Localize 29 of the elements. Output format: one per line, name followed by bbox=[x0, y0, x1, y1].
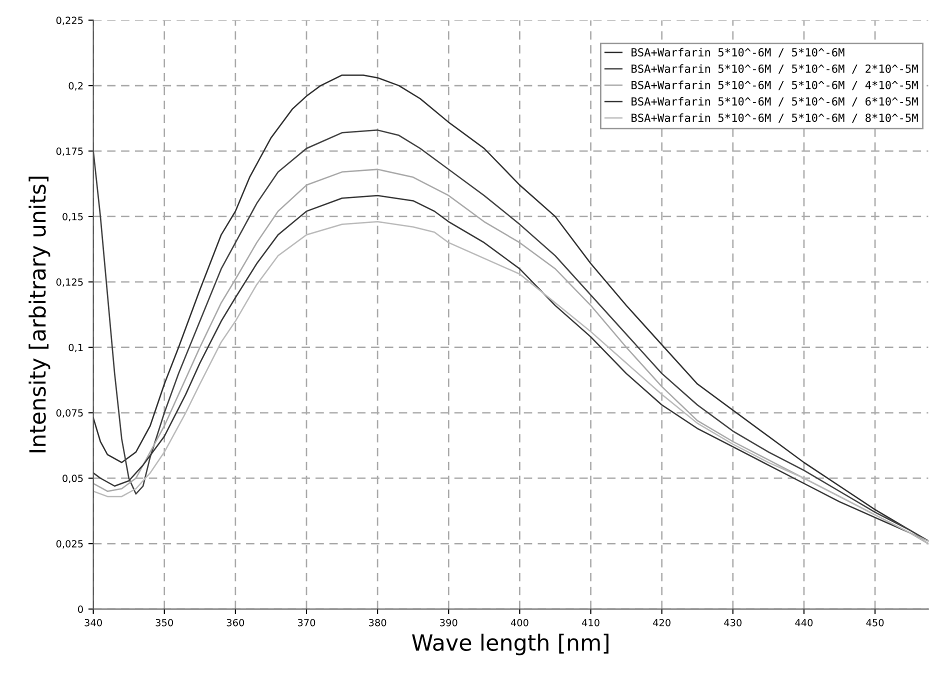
x-tick-label: 390 bbox=[440, 618, 458, 626]
y-tick-label: 0,225 bbox=[56, 16, 83, 26]
y-tick-label: 0,2 bbox=[68, 82, 83, 90]
x-tick-label: 420 bbox=[653, 618, 670, 626]
x-tick-label: 370 bbox=[298, 618, 316, 626]
legend-label: BSA+Warfarin 5*10^-6M / 5*10^-6M / 4*10^-5M bbox=[632, 80, 918, 90]
x-tick-label: 430 bbox=[724, 618, 742, 626]
legend-label: BSA+Warfarin 5*10^-6M / 5*10^-6M / 8*10^-5M bbox=[632, 113, 918, 123]
y-tick-label: 0,175 bbox=[56, 148, 83, 156]
x-tick-label: 350 bbox=[156, 618, 173, 626]
legend-label: BSA+Warfarin 5*10^-6M / 5*10^-6M / 2*10^-5M bbox=[632, 64, 918, 74]
y-tick-label: 0,05 bbox=[62, 474, 83, 484]
legend-label: BSA+Warfarin 5*10^-6M / 5*10^-6M bbox=[632, 48, 844, 58]
x-tick-label: 340 bbox=[84, 618, 102, 626]
x-tick-label: 380 bbox=[369, 618, 386, 626]
y-tick-label: 0,125 bbox=[56, 278, 83, 287]
x-tick-label: 440 bbox=[795, 618, 813, 626]
y-tick-label: 0,15 bbox=[62, 212, 83, 222]
x-axis-title: Wave length [nm] bbox=[412, 634, 608, 656]
y-tick-label: 0,025 bbox=[56, 540, 83, 548]
y-tick-label: 0,075 bbox=[56, 409, 83, 418]
x-tick-label: 450 bbox=[866, 618, 884, 626]
x-tick-label: 360 bbox=[226, 618, 244, 626]
y-tick-label: 0,1 bbox=[68, 344, 83, 352]
x-tick-label: 410 bbox=[582, 618, 600, 626]
y-axis-title: Intensity [arbitrary units] bbox=[28, 176, 50, 452]
x-tick-label: 400 bbox=[510, 618, 528, 626]
y-tick-label: 0 bbox=[78, 606, 83, 613]
legend-label: BSA+Warfarin 5*10^-6M / 5*10^-6M / 6*10^-5M bbox=[632, 97, 918, 106]
